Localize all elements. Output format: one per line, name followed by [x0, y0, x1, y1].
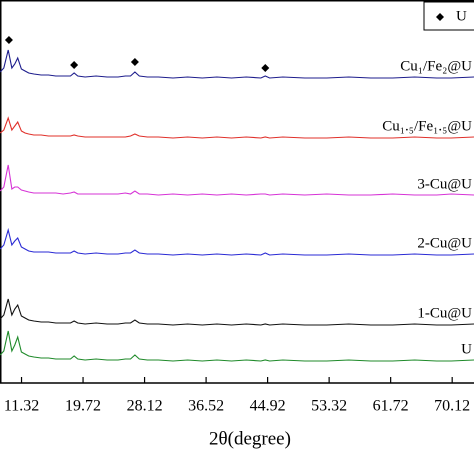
x-tick-label: 36.52: [188, 398, 224, 415]
series-label: U: [461, 341, 472, 357]
series-label: 2-Cu@U: [417, 235, 472, 251]
x-tick-label: 28.12: [127, 398, 163, 415]
xrd-line: [0, 330, 474, 362]
xrd-line: [0, 298, 474, 326]
x-tick-label: 19.72: [65, 398, 101, 415]
xrd-line: [0, 49, 474, 79]
plot-frame: [0, 0, 474, 384]
phase-marker: [4, 36, 13, 44]
xrd-line: [0, 227, 474, 256]
x-tick-label: 44.92: [250, 398, 286, 415]
xrd-line: [0, 164, 474, 196]
series-label: Cu₁/Fe₂@U: [400, 58, 472, 74]
series-label: 3-Cu@U: [417, 176, 472, 192]
series-label: 1-Cu@U: [417, 305, 472, 321]
phase-marker: [70, 61, 79, 69]
legend-box: [423, 1, 474, 31]
x-axis-label: 2θ(degree): [209, 428, 291, 449]
legend-symbol: [436, 13, 444, 21]
x-tick-label: 53.32: [311, 398, 347, 415]
x-tick-label: 70.12: [434, 398, 470, 415]
x-tick-label: 11.32: [4, 398, 39, 415]
xrd-line: [0, 116, 474, 139]
legend: U: [423, 1, 474, 31]
legend-text: U: [456, 8, 467, 24]
x-tick-label: 61.72: [373, 398, 409, 415]
phase-marker: [261, 64, 270, 72]
phase-marker: [130, 58, 139, 66]
series-label: Cu₁.₅/Fe₁.₅@U: [382, 118, 472, 134]
